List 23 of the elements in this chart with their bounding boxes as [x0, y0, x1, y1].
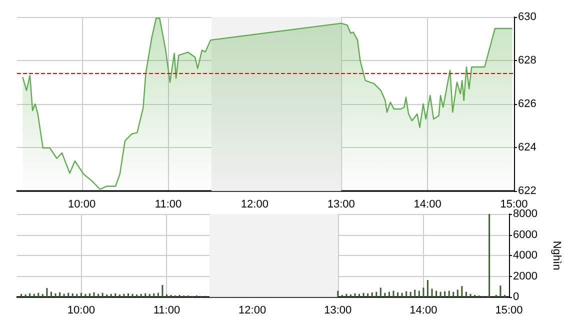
x-tick-label: 15:00	[495, 304, 523, 316]
y-tick-label: 622	[518, 185, 536, 197]
x-tick-label: 13:00	[324, 304, 352, 316]
y-tick-label: 624	[518, 142, 536, 154]
x-tick-label: 15:00	[500, 198, 528, 210]
y-tick-label: 626	[518, 98, 536, 110]
x-tick-label: 12:00	[238, 304, 266, 316]
y-tick-label: 4000	[513, 250, 538, 262]
x-tick-label: 10:00	[68, 198, 96, 210]
x-tick-label: 10:00	[67, 304, 95, 316]
y-tick-label: 8000	[513, 208, 538, 220]
y-tick-label: 628	[518, 54, 536, 66]
x-tick-label: 11:00	[153, 304, 180, 316]
x-tick-label: 11:00	[154, 198, 182, 210]
x-tick-label: 14:00	[414, 198, 442, 210]
y-tick-label: 6000	[513, 228, 538, 241]
x-tick-label: 12:00	[240, 198, 268, 210]
y-tick-label: 0	[513, 291, 520, 303]
x-tick-label: 13:00	[327, 198, 355, 210]
x-tick-label: 14:00	[410, 304, 438, 316]
y-axis-title: Nghìn	[550, 240, 562, 270]
y-tick-label: 2000	[513, 270, 538, 282]
y-tick-label: 630	[518, 11, 536, 23]
